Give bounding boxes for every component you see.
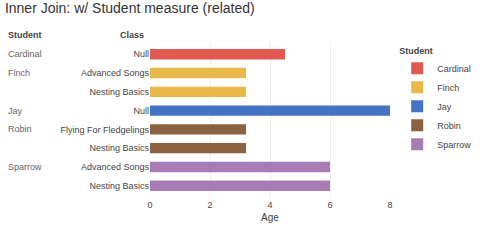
svg-text:Advanced Songs: Advanced Songs	[81, 68, 150, 78]
svg-text:Sparrow: Sparrow	[437, 140, 471, 150]
svg-text:Sparrow: Sparrow	[8, 162, 42, 172]
svg-text:Cardinal: Cardinal	[8, 49, 42, 59]
svg-text:Cardinal: Cardinal	[437, 64, 471, 74]
svg-text:Robin: Robin	[437, 121, 461, 131]
svg-text:Inner Join: w/ Student measure: Inner Join: w/ Student measure (related)	[5, 0, 255, 16]
svg-text:Nesting Basics: Nesting Basics	[89, 143, 149, 153]
svg-text:Advanced Songs: Advanced Songs	[81, 162, 150, 172]
svg-text:4: 4	[267, 200, 272, 210]
svg-text:Nesting Basics: Nesting Basics	[89, 181, 149, 191]
svg-text:8: 8	[387, 200, 392, 210]
svg-text:Finch: Finch	[8, 68, 30, 78]
svg-text:Finch: Finch	[437, 83, 459, 93]
svg-text:2: 2	[207, 200, 212, 210]
svg-text:0: 0	[147, 200, 152, 210]
svg-text:Flying For Fledgelings: Flying For Fledgelings	[60, 125, 149, 135]
svg-text:Jay: Jay	[437, 102, 452, 112]
svg-text:Student: Student	[8, 30, 42, 40]
svg-text:Null: Null	[133, 106, 149, 116]
svg-text:Student: Student	[399, 46, 433, 56]
svg-text:Class: Class	[120, 30, 144, 40]
svg-text:Null: Null	[133, 49, 149, 59]
svg-text:Nesting Basics: Nesting Basics	[89, 87, 149, 97]
svg-text:Age: Age	[261, 212, 279, 223]
svg-text:6: 6	[327, 200, 332, 210]
svg-text:Robin: Robin	[8, 124, 32, 134]
svg-text:Jay: Jay	[8, 106, 23, 116]
